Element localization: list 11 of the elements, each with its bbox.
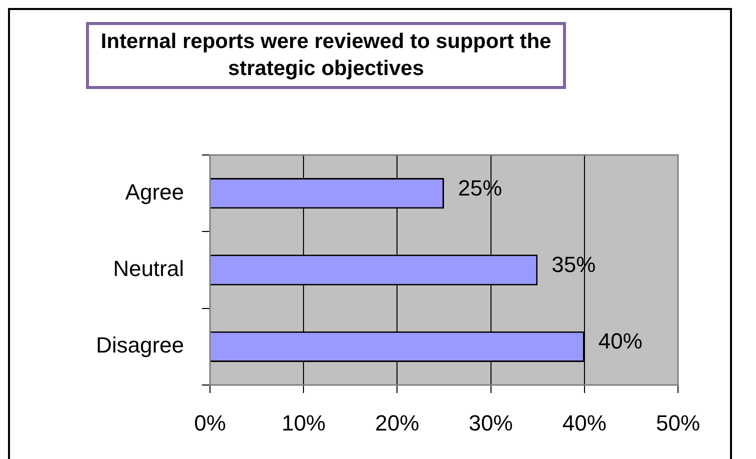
x-tick-label: 30% <box>468 410 513 436</box>
x-tick-label: 0% <box>194 410 226 436</box>
data-label: 40% <box>598 328 642 354</box>
x-tick-label: 50% <box>656 410 700 436</box>
y-tick-label: Neutral <box>113 256 184 282</box>
y-tick-label: Disagree <box>96 332 184 358</box>
x-tick-label: 10% <box>282 410 326 436</box>
y-tick-label: Agree <box>125 179 184 204</box>
chart-title: Internal reports were reviewed to support the strategic objectives <box>86 22 566 89</box>
x-tick-label: 20% <box>375 410 420 436</box>
x-tick-label: 40% <box>562 410 606 436</box>
